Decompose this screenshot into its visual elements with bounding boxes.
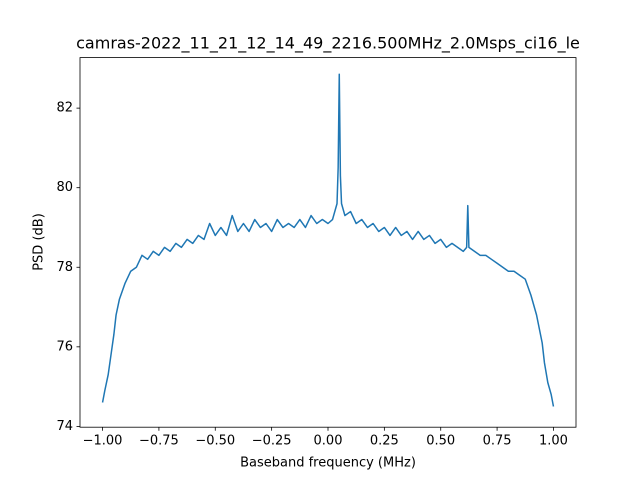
x-tick-label: 0.75 — [483, 434, 512, 449]
axes-frame — [79, 57, 577, 428]
y-tick-label: 74 — [56, 419, 73, 434]
x-tick-label: 0.00 — [314, 434, 343, 449]
x-tick-label: 0.50 — [426, 434, 455, 449]
x-axis-label: Baseband frequency (MHz) — [240, 456, 416, 471]
x-tick-label: −0.50 — [195, 434, 235, 449]
y-tick-label: 76 — [56, 339, 73, 354]
x-tick-label: −0.75 — [139, 434, 179, 449]
x-tick-label: 1.00 — [539, 434, 568, 449]
y-axis-label: PSD (dB) — [32, 213, 47, 271]
chart-title: camras-2022_11_21_12_14_49_2216.500MHz_2… — [76, 34, 580, 54]
x-tick-label: −1.00 — [83, 434, 123, 449]
y-tick-label: 78 — [56, 260, 73, 275]
x-tick-label: −0.25 — [252, 434, 292, 449]
psd-line — [101, 73, 555, 407]
y-tick-label: 80 — [56, 180, 73, 195]
y-tick-label: 82 — [56, 101, 73, 116]
x-tick-label: 0.25 — [370, 434, 399, 449]
